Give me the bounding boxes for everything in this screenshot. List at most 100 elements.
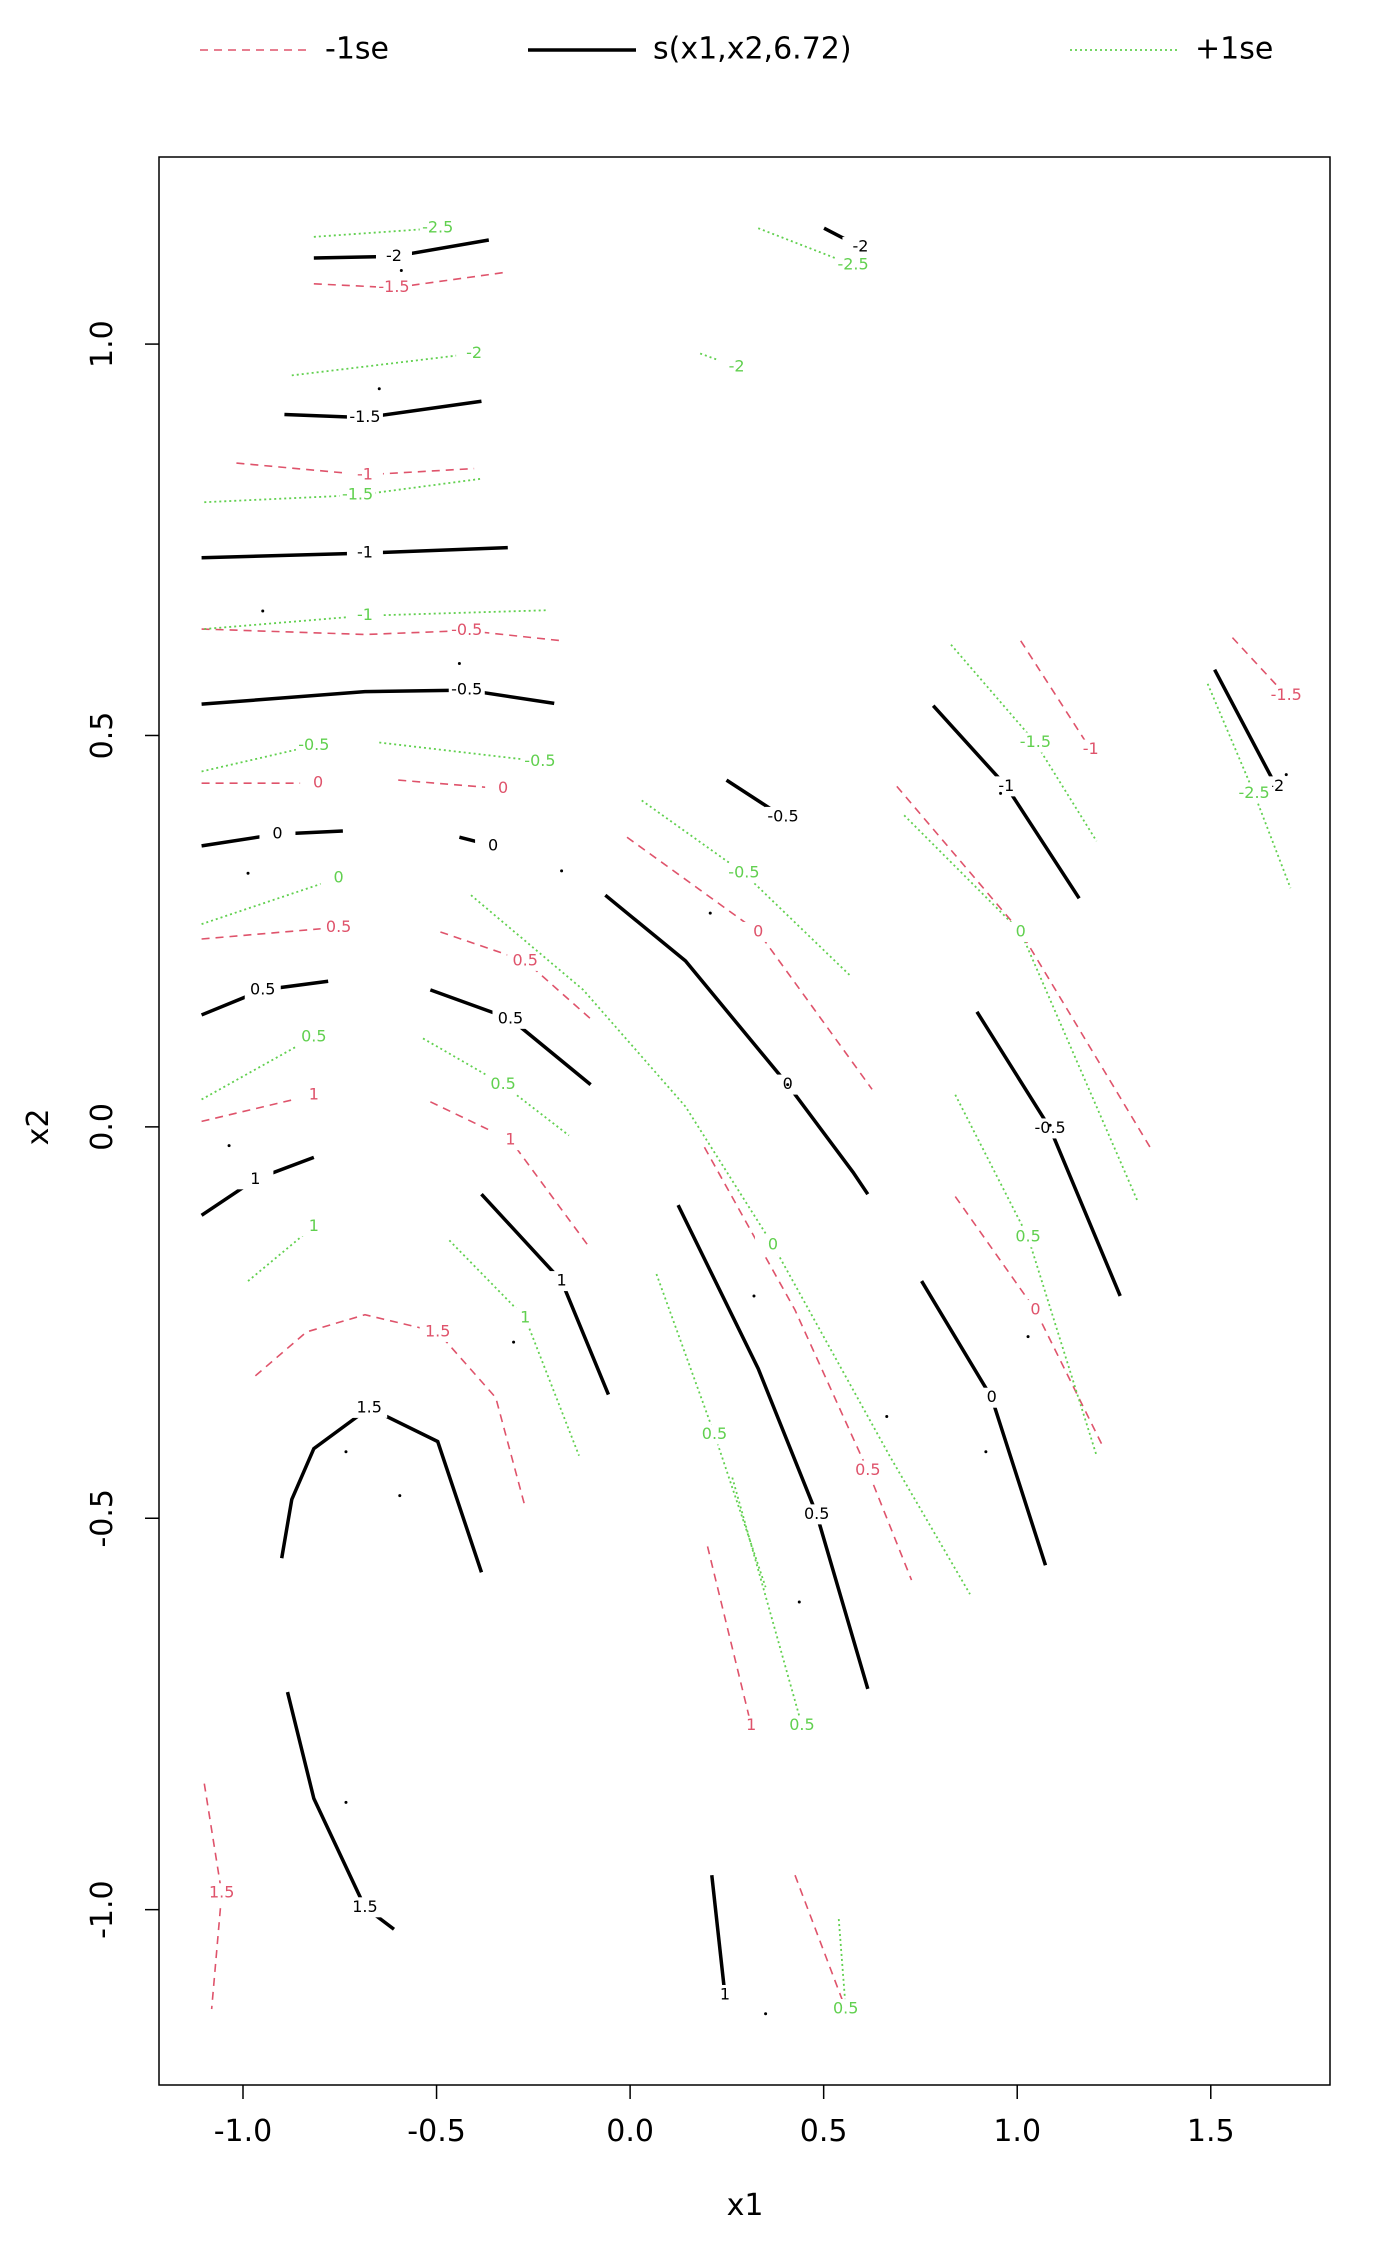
- contour-label: -2.5: [422, 218, 453, 237]
- contour-label: 0.5: [1015, 1227, 1040, 1246]
- contour-label: 0: [313, 773, 323, 792]
- contour-label-bg: [448, 620, 485, 641]
- contour-label: -1.5: [1271, 685, 1302, 704]
- data-point: [1284, 773, 1288, 777]
- contour-line: [757, 227, 854, 266]
- contour-label-bg: [706, 1984, 743, 2005]
- contour-label-bg: [351, 1397, 388, 1418]
- x-tick-label: 0.5: [800, 2114, 848, 2149]
- contour-label: -2: [1268, 776, 1284, 795]
- contour-line: [291, 352, 475, 377]
- contour-label: 0.5: [326, 917, 351, 936]
- contour-label: -2: [386, 246, 402, 265]
- contour-label: 0.5: [250, 979, 275, 998]
- contour-label-bg: [492, 1130, 529, 1151]
- contour-line: [313, 271, 508, 289]
- y-tick-label: 1.0: [85, 320, 120, 368]
- contour-label-bg: [1010, 1227, 1047, 1248]
- contour-label-bg: [765, 806, 802, 827]
- contour-label-bg: [1072, 739, 1109, 760]
- contour-label: 0.5: [301, 1026, 326, 1045]
- contour-label-bg: [1017, 732, 1054, 753]
- contour-label: 0: [768, 1235, 778, 1254]
- contour-line: [794, 1874, 847, 2010]
- contour-line: [440, 931, 592, 1020]
- contour-label: 0: [1016, 921, 1026, 940]
- contour-label: -0.5: [451, 680, 482, 699]
- contour-label-bg: [448, 680, 485, 701]
- contour-line: [422, 1037, 570, 1137]
- contour-label: -1.5: [1020, 732, 1051, 751]
- contour-label: 1.5: [209, 1883, 234, 1902]
- contour-line: [203, 1783, 223, 2010]
- contour-label-bg: [419, 1321, 456, 1342]
- contour-line: [470, 894, 971, 1595]
- contour-line: [975, 1010, 1122, 1297]
- contour-label: 1: [746, 1715, 756, 1734]
- contour-label: -1: [1083, 739, 1099, 758]
- contour-line: [201, 1094, 315, 1123]
- contour-line: [604, 893, 870, 1196]
- contour-label-bg: [346, 605, 383, 626]
- contour-label: -1: [357, 605, 373, 624]
- contour-label-bg: [835, 255, 872, 276]
- contour-label-bg: [492, 1008, 529, 1029]
- data-point: [344, 1800, 348, 1804]
- contour-line: [480, 1193, 611, 1396]
- x-tick-label: 1.5: [1187, 2114, 1235, 2149]
- contour-line: [954, 1196, 1105, 1449]
- contour-label: 0: [488, 835, 498, 854]
- contour-label-bg: [485, 1074, 522, 1095]
- contour-label: -0.5: [728, 863, 759, 882]
- contour-label: 1: [556, 1271, 566, 1290]
- data-point: [457, 661, 461, 665]
- contour-label-bg: [203, 1883, 240, 1904]
- contour-label-bg: [237, 1169, 274, 1190]
- x-tick-label: -1.0: [214, 2114, 273, 2149]
- plot-frame: [158, 156, 1331, 2086]
- data-point: [764, 2012, 768, 2016]
- data-point: [1048, 1123, 1052, 1127]
- contour-label-bg: [1032, 1118, 1069, 1139]
- contour-label: 0.5: [804, 1504, 829, 1523]
- contour-label-bg: [725, 863, 762, 884]
- contour-line: [837, 1918, 847, 2010]
- contour-label-bg: [1002, 921, 1039, 942]
- contour-label-bg: [507, 950, 544, 971]
- contour-line: [703, 1146, 913, 1581]
- contour-label-bg: [475, 835, 512, 856]
- contour-label-bg: [973, 1387, 1010, 1408]
- contour-line: [920, 1280, 1048, 1566]
- data-point: [999, 791, 1003, 795]
- contour-label-bg: [295, 1084, 332, 1105]
- contour-label-bg: [300, 773, 337, 794]
- data-point: [261, 609, 265, 613]
- contour-label: 1: [720, 1984, 730, 2003]
- contour-line: [201, 926, 339, 940]
- contour-label-bg: [419, 218, 456, 239]
- contour-label: -1.5: [378, 277, 409, 296]
- legend-label: s(x1,x2,6.72): [653, 32, 852, 67]
- contour-line: [285, 1691, 396, 1931]
- contour-label-bg: [740, 921, 777, 942]
- contour-label: -1: [357, 464, 373, 483]
- contour-line: [201, 877, 339, 925]
- contour-label-bg: [320, 867, 357, 888]
- contour-label: -0.5: [1035, 1118, 1066, 1137]
- data-point: [398, 1494, 402, 1498]
- data-point: [786, 1083, 790, 1087]
- contour-label-bg: [346, 543, 383, 564]
- contour-label-bg: [521, 751, 558, 772]
- contour-label-bg: [696, 1424, 733, 1445]
- contour-label: -2: [852, 237, 868, 256]
- data-point: [885, 1415, 889, 1419]
- contour-line: [903, 814, 1139, 1202]
- contour-label: 0.5: [702, 1424, 727, 1443]
- data-point: [984, 1450, 988, 1454]
- contour-label: -2.5: [1239, 783, 1270, 802]
- data-point: [1026, 1335, 1030, 1339]
- contour-label-bg: [1017, 1300, 1054, 1321]
- x-axis-label: x1: [727, 2188, 764, 2223]
- contour-label-bg: [339, 485, 376, 506]
- contour-label-bg: [733, 1715, 770, 1736]
